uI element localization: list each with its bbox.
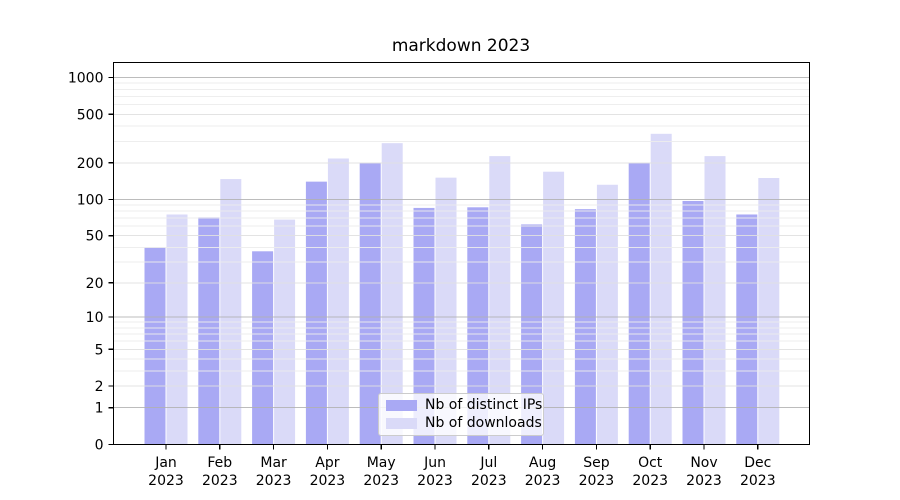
x-tick-label-apr: Apr 2023 — [310, 455, 346, 489]
x-tick-label-dec: Dec 2023 — [740, 455, 776, 489]
x-tick-label-jan: Jan 2023 — [148, 455, 184, 489]
bar-downloads-apr — [327, 158, 349, 445]
bar-distinct-ips-mar — [252, 251, 274, 445]
bar-downloads-dec — [758, 178, 780, 445]
y-tick-label-10: 10 — [86, 310, 104, 326]
y-tick-label-20: 20 — [86, 276, 104, 292]
legend-swatch-distinct-ips — [386, 400, 417, 412]
bar-downloads-oct — [650, 133, 672, 445]
legend-item-downloads: Nb of downloads — [386, 415, 542, 431]
x-tick-label-nov: Nov 2023 — [686, 455, 722, 489]
bar-distinct-ips-apr — [305, 181, 327, 445]
x-tick-label-sep: Sep 2023 — [579, 455, 615, 489]
chart-title: markdown 2023 — [391, 36, 531, 56]
x-tick-label-oct: Oct 2023 — [632, 455, 668, 489]
y-tick-label-200: 200 — [77, 156, 104, 172]
bar-distinct-ips-jan — [144, 247, 166, 445]
x-tick-label-may: May 2023 — [363, 455, 399, 489]
y-tick-label-50: 50 — [86, 229, 104, 245]
legend-label-distinct-ips: Nb of distinct IPs — [425, 397, 543, 414]
bar-distinct-ips-jul — [467, 207, 489, 445]
bar-downloads-feb — [220, 179, 242, 445]
bar-distinct-ips-sep — [574, 209, 596, 445]
bar-downloads-aug — [543, 171, 565, 445]
y-tick-label-100: 100 — [77, 192, 104, 208]
plot-border — [112, 61, 811, 446]
legend: Nb of distinct IPs Nb of downloads — [378, 393, 544, 436]
bar-distinct-ips-oct — [628, 162, 650, 445]
bar-distinct-ips-jun — [413, 207, 435, 445]
x-tick-label-mar: Mar 2023 — [256, 455, 292, 489]
y-tick-label-1000: 1000 — [68, 71, 104, 87]
y-tick-label-1: 1 — [95, 401, 104, 417]
bar-downloads-sep — [596, 184, 618, 445]
x-tick-label-feb: Feb 2023 — [202, 455, 238, 489]
bar-distinct-ips-may — [359, 162, 381, 445]
x-tick-label-aug: Aug 2023 — [525, 455, 561, 489]
x-tick-label-jun: Jun 2023 — [417, 455, 453, 489]
legend-label-downloads: Nb of downloads — [425, 414, 542, 431]
x-tick-label-jul: Jul 2023 — [471, 455, 507, 489]
bar-distinct-ips-dec — [736, 214, 758, 445]
y-tick-label-500: 500 — [77, 107, 104, 123]
legend-item-distinct-ips: Nb of distinct IPs — [386, 398, 542, 413]
bar-downloads-nov — [704, 156, 726, 445]
y-tick-label-0: 0 — [95, 438, 104, 454]
bar-downloads-mar — [274, 219, 296, 445]
bar-downloads-jun — [435, 177, 457, 445]
y-tick-label-2: 2 — [95, 379, 104, 395]
bar-downloads-jul — [489, 156, 511, 445]
bar-downloads-jan — [166, 214, 188, 445]
legend-swatch-downloads — [386, 417, 417, 429]
y-tick-label-5: 5 — [95, 342, 104, 358]
bar-distinct-ips-feb — [198, 217, 220, 445]
